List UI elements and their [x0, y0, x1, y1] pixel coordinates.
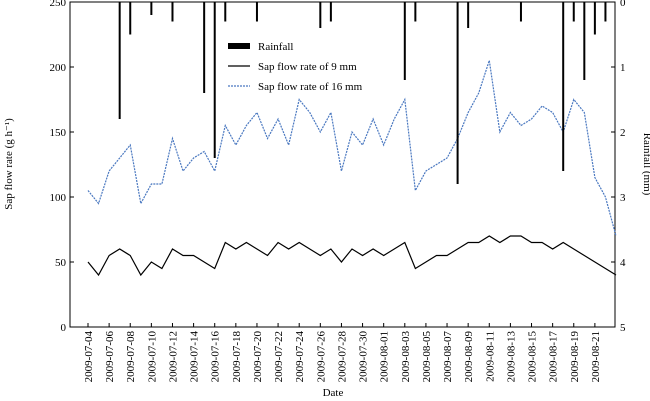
x-tick-label: 2009-08-21	[590, 331, 602, 382]
x-axis-label: Date	[323, 387, 344, 399]
y2-tick-label: 3	[620, 192, 626, 204]
rain-bar	[203, 2, 206, 93]
legend-label: Sap flow rate of 9 mm	[258, 61, 357, 73]
x-tick-label: 2009-08-01	[379, 331, 391, 382]
x-tick-label: 2009-07-08	[125, 331, 137, 383]
x-tick-label: 2009-07-14	[189, 331, 201, 383]
rain-bar	[456, 2, 459, 184]
x-tick-label: 2009-08-13	[505, 331, 517, 383]
rain-bar	[171, 2, 174, 22]
y2-axis-label: Rainfall (mm)	[641, 133, 650, 196]
x-tick-label: 2009-07-30	[358, 331, 370, 383]
rain-bar	[583, 2, 586, 80]
sap-flow-line	[87, 235, 617, 277]
plot-frame	[69, 1, 616, 328]
y2-tick-label: 5	[620, 322, 626, 334]
rain-bar	[329, 2, 332, 22]
rain-bar	[319, 2, 322, 28]
x-tick-label: 2009-07-06	[104, 331, 116, 383]
x-tick-label: 2009-07-20	[252, 331, 264, 383]
sap-flow-line	[87, 60, 617, 237]
x-tick-label: 2009-08-15	[527, 331, 539, 383]
x-tick-label: 2009-08-11	[484, 331, 496, 382]
x-tick-label: 2009-07-16	[210, 331, 222, 383]
rain-bar	[562, 2, 565, 171]
rain-bar	[604, 2, 607, 22]
rain-bar	[224, 2, 227, 22]
rain-bar	[129, 2, 132, 35]
x-tick-label: 2009-08-07	[442, 331, 454, 383]
rain-bar	[572, 2, 575, 22]
y-tick-label: 0	[61, 322, 67, 334]
y-tick-label: 50	[55, 257, 67, 269]
rain-bar	[519, 2, 522, 22]
rain-bar	[255, 2, 258, 22]
x-tick-label: 2009-07-04	[83, 331, 95, 383]
legend-label: Sap flow rate of 16 mm	[258, 81, 363, 93]
x-tick-label: 2009-08-05	[421, 331, 433, 383]
y-tick-label: 200	[50, 62, 67, 74]
x-tick-label: 2009-07-24	[294, 331, 306, 383]
y2-tick-label: 4	[620, 257, 626, 269]
x-tick-label: 2009-07-12	[167, 331, 179, 382]
rain-bar	[150, 2, 153, 15]
legend-label: Rainfall	[258, 41, 293, 53]
y-tick-label: 100	[50, 192, 67, 204]
y-tick-label: 250	[50, 0, 67, 9]
rain-bar	[467, 2, 470, 28]
rain-bar	[414, 2, 417, 22]
y2-tick-label: 1	[620, 62, 626, 74]
x-tick-label: 2009-07-18	[231, 331, 243, 383]
x-tick-label: 2009-08-03	[400, 331, 412, 383]
rain-bar	[118, 2, 121, 119]
rain-bar	[593, 2, 596, 35]
x-tick-label: 2009-07-28	[336, 331, 348, 383]
legend-swatch	[228, 43, 250, 49]
x-tick-label: 2009-08-09	[463, 331, 475, 383]
x-tick-label: 2009-08-17	[548, 331, 560, 383]
x-tick-label: 2009-07-22	[273, 331, 285, 382]
x-tick-label: 2009-07-26	[315, 331, 327, 383]
x-tick-label: 2009-08-19	[569, 331, 581, 383]
y-axis-label: Sap flow rate (g h⁻¹)	[3, 118, 15, 210]
x-tick-label: 2009-07-10	[146, 331, 158, 383]
rain-bar	[213, 2, 216, 158]
y2-tick-label: 0	[620, 0, 626, 9]
y-tick-label: 150	[50, 127, 67, 139]
rain-bar	[403, 2, 406, 80]
y2-tick-label: 2	[620, 127, 626, 139]
